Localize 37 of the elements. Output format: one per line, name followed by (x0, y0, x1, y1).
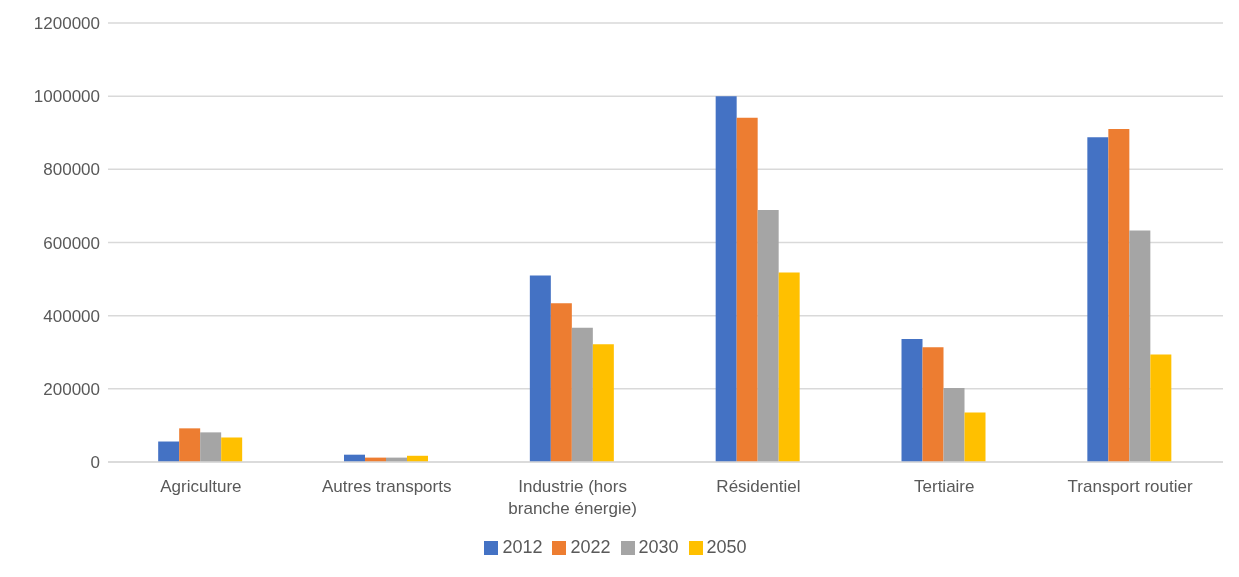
y-tick-label: 1200000 (33, 14, 100, 34)
bar (1087, 137, 1109, 462)
legend-label: 2022 (570, 537, 611, 557)
x-tick-label: Résidentiel (716, 477, 801, 496)
legend-label: 2012 (502, 537, 543, 557)
bar (901, 339, 923, 462)
y-tick-label: 800000 (43, 160, 100, 180)
bar (757, 209, 779, 462)
y-tick-label: 1000000 (33, 87, 100, 107)
bar (1129, 230, 1151, 462)
legend-label: 2030 (638, 537, 679, 557)
bar (1108, 129, 1130, 462)
bar (778, 272, 800, 462)
x-tick-label: Transport routier (1067, 477, 1193, 496)
x-tick-label: Tertiaire (914, 477, 975, 496)
x-tick-label: Agriculture (160, 477, 242, 496)
bar (179, 428, 201, 462)
bar (964, 412, 986, 462)
y-tick-label: 600000 (43, 233, 100, 253)
x-tick-label: Autres transports (322, 477, 452, 496)
bar (943, 388, 965, 462)
bar (592, 344, 614, 462)
bar (200, 432, 222, 462)
bar (550, 303, 572, 462)
y-tick-label: 200000 (43, 379, 100, 399)
legend-label: 2050 (706, 537, 747, 557)
y-tick-label: 400000 (43, 306, 100, 326)
bar (736, 117, 758, 462)
bar (571, 327, 593, 462)
bar (158, 441, 180, 462)
bar (922, 347, 944, 462)
bar (529, 275, 551, 462)
x-tick-label: Industrie (hors branche énergie) (508, 477, 637, 518)
y-tick-label: 0 (90, 453, 100, 473)
bar (221, 437, 243, 462)
bar (715, 96, 737, 462)
bar (1150, 354, 1172, 462)
